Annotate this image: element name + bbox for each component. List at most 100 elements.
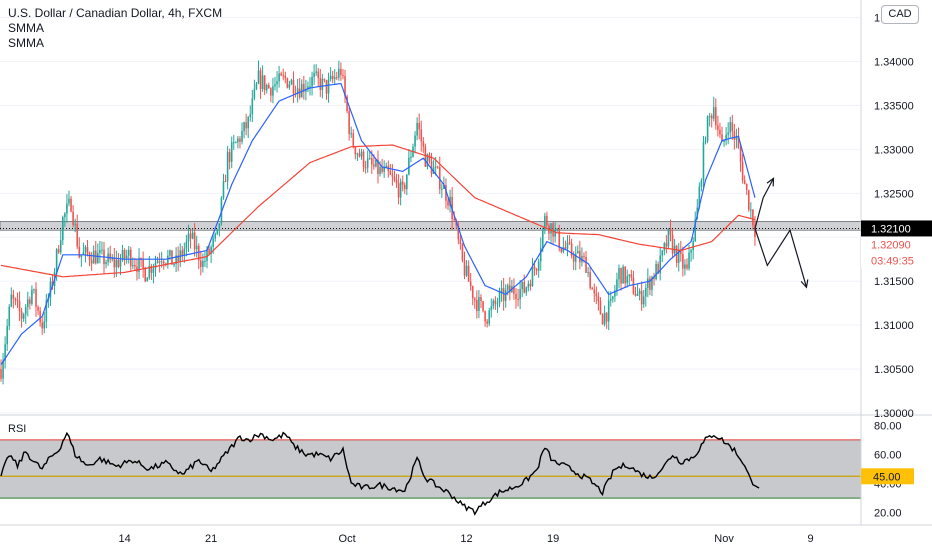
candle-body bbox=[560, 248, 563, 252]
candle-body bbox=[657, 264, 659, 274]
candle-body bbox=[704, 140, 707, 143]
candle-body bbox=[434, 166, 437, 168]
candle-body bbox=[671, 234, 674, 254]
candle-body bbox=[31, 289, 33, 304]
candle-body bbox=[117, 259, 120, 267]
candle-body bbox=[237, 138, 239, 143]
horizontal-zone bbox=[0, 221, 862, 231]
grid bbox=[0, 17, 861, 414]
chart-title: U.S. Dollar / Canadian Dollar, 4h, FXCM bbox=[8, 6, 223, 20]
candle-body bbox=[684, 264, 686, 269]
candle-body bbox=[677, 249, 680, 263]
candle-body bbox=[362, 151, 365, 168]
candle-body bbox=[393, 176, 396, 180]
candle-body bbox=[486, 321, 488, 324]
candle-body bbox=[218, 223, 221, 230]
rsi-tick-label: 60.00 bbox=[874, 449, 902, 461]
candle-body bbox=[235, 142, 237, 144]
candle-body bbox=[92, 250, 95, 264]
candle-body bbox=[622, 266, 624, 284]
candle-body bbox=[626, 276, 629, 284]
candle-body bbox=[496, 303, 499, 305]
candle-body bbox=[10, 294, 13, 307]
candle-body bbox=[410, 156, 412, 158]
indicator-label-smma-2[interactable]: SMMA bbox=[8, 36, 44, 50]
rsi-panel: RSI bbox=[0, 414, 932, 516]
candle-body bbox=[715, 107, 717, 126]
candle-body bbox=[152, 268, 155, 273]
candle-body bbox=[70, 198, 72, 212]
candle-body bbox=[383, 167, 385, 172]
candle-body bbox=[247, 117, 249, 129]
candle-body bbox=[154, 262, 157, 269]
last-price-label-bg bbox=[861, 220, 932, 237]
candle-body bbox=[33, 289, 35, 291]
candle-body bbox=[385, 165, 388, 168]
candle-body bbox=[447, 200, 449, 206]
candle-body bbox=[290, 80, 293, 85]
candle-body bbox=[162, 261, 165, 264]
candle-body bbox=[609, 298, 612, 301]
candle-body bbox=[463, 260, 466, 276]
candle-body bbox=[230, 142, 233, 162]
candle-body bbox=[488, 310, 491, 324]
indicator-label-smma-1[interactable]: SMMA bbox=[8, 21, 44, 35]
candle-body bbox=[20, 311, 23, 319]
candle-body bbox=[533, 266, 536, 270]
candle-body bbox=[612, 296, 614, 299]
candle-body bbox=[280, 73, 282, 76]
candle-body bbox=[492, 300, 495, 307]
price-labels: 1.32100 1.32090 03:49:35 45.00 bbox=[861, 220, 932, 485]
candle-body bbox=[364, 167, 367, 169]
candle-body bbox=[529, 283, 532, 287]
candle-body bbox=[597, 296, 600, 302]
candle-body bbox=[636, 294, 639, 296]
candle-body bbox=[263, 75, 266, 91]
candle-body bbox=[752, 209, 754, 226]
candle-body bbox=[733, 131, 736, 140]
candle-body bbox=[175, 255, 177, 265]
time-tick-label: 12 bbox=[460, 533, 472, 545]
rsi-band bbox=[0, 439, 861, 499]
candle-body bbox=[698, 186, 701, 208]
currency-button[interactable]: CAD bbox=[881, 5, 919, 24]
projection-arrow-up-head bbox=[766, 177, 775, 187]
candle-body bbox=[531, 266, 534, 287]
candle-body bbox=[350, 133, 352, 135]
candle-body bbox=[140, 257, 142, 260]
candle-body bbox=[476, 300, 478, 311]
candle-body bbox=[303, 83, 305, 92]
candle-body bbox=[513, 286, 515, 294]
candle-body bbox=[239, 138, 241, 142]
candle-body bbox=[754, 225, 756, 237]
candle-body bbox=[414, 135, 416, 147]
candle-body bbox=[638, 290, 641, 295]
candle-body bbox=[461, 243, 464, 261]
candle-body bbox=[214, 233, 217, 239]
candle-body bbox=[659, 255, 661, 274]
candle-body bbox=[465, 265, 468, 276]
candle-body bbox=[169, 250, 171, 256]
candle-body bbox=[397, 183, 400, 198]
candle-body bbox=[632, 277, 635, 294]
candle-body bbox=[352, 133, 355, 148]
candle-body bbox=[187, 233, 190, 242]
candle-body bbox=[276, 81, 278, 85]
rsi-level-label-bg bbox=[861, 468, 914, 485]
candle-body bbox=[399, 181, 402, 198]
candle-body bbox=[8, 306, 11, 327]
candle-body bbox=[373, 164, 375, 167]
candle-body bbox=[692, 240, 694, 251]
candle-body bbox=[232, 142, 235, 144]
candle-body bbox=[574, 253, 577, 262]
candle-body bbox=[729, 122, 732, 133]
candle-body bbox=[368, 158, 371, 160]
candle-body bbox=[457, 225, 460, 240]
candle-body bbox=[706, 116, 709, 141]
candle-body bbox=[471, 286, 474, 299]
candle-body bbox=[727, 132, 729, 135]
time-tick-label: Oct bbox=[339, 533, 356, 545]
bid-price-label-bg bbox=[861, 236, 932, 253]
candle-body bbox=[167, 255, 169, 264]
